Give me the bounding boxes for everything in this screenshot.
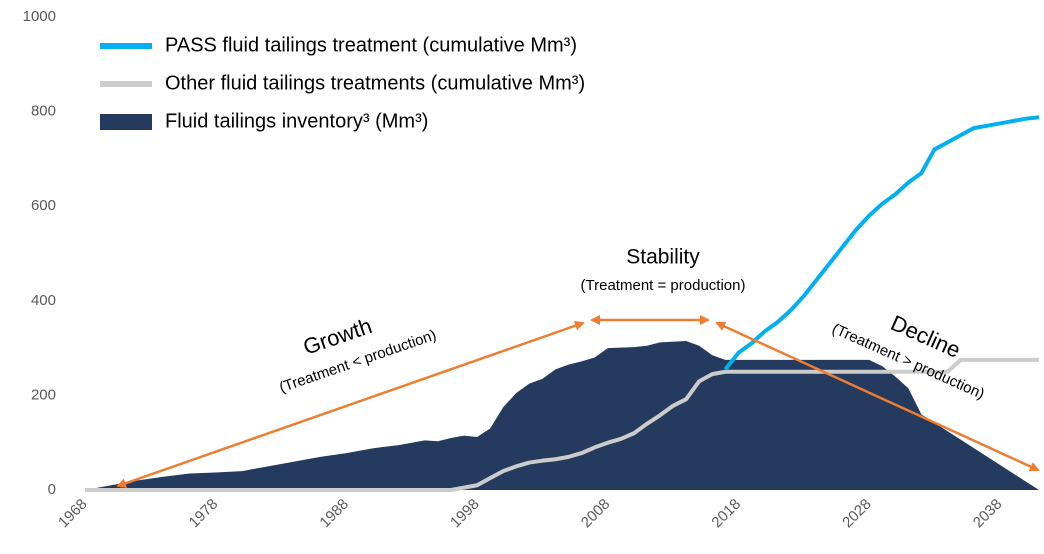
line [723,115,1040,371]
y-tick-label: 400 [31,292,56,309]
x-tick-label: 2018 [708,496,744,532]
x-tick-label: 1978 [186,496,222,532]
y-tick-label: 200 [31,386,56,403]
x-tick-label: 2008 [578,496,614,532]
legend-label: PASS fluid tailings treatment (cumulativ… [165,34,577,56]
x-tick-label: 2038 [970,496,1006,532]
x-tick-label: 2028 [839,496,875,532]
legend-swatch [100,114,152,130]
y-tick-label: 600 [31,197,56,214]
annotation: (Treatment = production) [581,277,746,294]
growth-arrow [116,320,585,489]
annotation: Stability [626,246,700,269]
legend-label: Fluid tailings inventory³ (Mm³) [165,110,428,132]
decline-arrow [715,321,1040,472]
x-tick-label: 1968 [55,496,91,532]
plot [85,115,1040,492]
x-tick-label: 1998 [447,496,483,532]
y-tick-label: 800 [31,103,56,120]
legend-label: Other fluid tailings treatments (cumulat… [165,72,585,94]
x-tick-label: 1988 [316,496,352,532]
y-tick-label: 1000 [23,8,56,25]
y-tick-label: 0 [48,481,56,498]
